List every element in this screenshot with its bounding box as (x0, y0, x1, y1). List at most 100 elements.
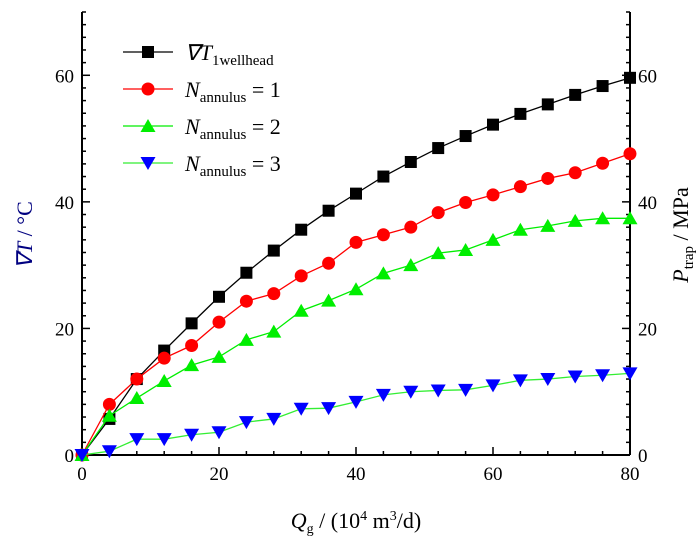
data-point (569, 88, 582, 101)
y-tick-label-right: 40 (638, 193, 657, 214)
data-point (567, 370, 583, 384)
legend-marker (141, 82, 155, 96)
data-point (294, 269, 308, 283)
data-point (541, 171, 555, 185)
data-point (129, 433, 145, 447)
data-point (540, 218, 556, 232)
data-point (74, 449, 90, 462)
data-point (459, 130, 472, 143)
data-point (238, 332, 254, 346)
data-point (485, 232, 501, 246)
x-tick-label: 0 (77, 464, 87, 485)
x-axis-label: Qg / (104 m3/d) (291, 508, 421, 537)
data-point (487, 118, 499, 131)
data-point (211, 349, 227, 363)
legend-entry: Nannulus = 2 (123, 114, 281, 143)
data-point (430, 384, 446, 398)
legend-label: Nannulus = 1 (184, 77, 281, 106)
data-point (293, 402, 309, 416)
legend-marker (140, 119, 156, 132)
data-point (185, 317, 198, 330)
y-tick-label-left: 40 (55, 193, 74, 214)
data-point (184, 358, 200, 372)
data-point (266, 324, 282, 338)
data-point (348, 395, 364, 409)
data-point (375, 266, 391, 280)
data-point (595, 369, 611, 383)
data-point (567, 213, 583, 227)
series-3 (74, 211, 638, 461)
data-point (129, 391, 145, 405)
data-point (432, 142, 445, 155)
y-tick-label-left: 20 (55, 319, 74, 340)
data-point (622, 211, 638, 225)
data-point (458, 383, 474, 397)
series-2 (75, 147, 637, 462)
legend-entry: Nannulus = 1 (123, 77, 281, 106)
data-point (101, 408, 117, 422)
data-point (485, 379, 501, 393)
data-point (377, 170, 390, 183)
plot-area (74, 71, 638, 462)
data-point (458, 242, 474, 256)
data-point (211, 426, 227, 440)
data-point (321, 293, 337, 307)
legend: ∇T1wellhead Nannulus = 1 Nannulus = 2 Nannu… (123, 40, 281, 180)
data-point (185, 339, 199, 353)
y-axis-label-left: ∇T / °C (12, 201, 37, 269)
data-point (293, 303, 309, 317)
data-point (266, 412, 282, 426)
data-point (267, 287, 281, 301)
data-point (349, 235, 363, 249)
y-tick-label-right: 20 (638, 319, 657, 340)
data-point (184, 428, 200, 442)
data-point (101, 445, 117, 459)
y-tick-label-right: 60 (638, 66, 657, 87)
x-tick-label: 20 (210, 464, 229, 485)
data-point (102, 397, 116, 411)
data-point (541, 98, 554, 111)
data-point (622, 367, 638, 381)
y-axis-label-right: Ptrap / MPa (668, 187, 697, 284)
data-point (267, 244, 280, 257)
data-point (624, 71, 636, 84)
legend-entry: Nannulus = 3 (123, 151, 281, 180)
data-point (404, 155, 417, 168)
y-tick-label-left: 60 (55, 66, 74, 87)
data-point (376, 228, 390, 242)
legend-label: ∇T1wellhead (185, 40, 274, 69)
data-point (375, 388, 391, 402)
data-point (514, 107, 527, 120)
data-point (403, 258, 419, 272)
data-point (596, 156, 610, 170)
data-point (156, 373, 172, 387)
data-point (459, 195, 473, 209)
x-tick-label: 80 (621, 464, 640, 485)
data-point (350, 187, 362, 200)
legend-marker (142, 46, 154, 58)
y-tick-label-left: 0 (65, 446, 75, 467)
data-point (540, 373, 556, 387)
series-4 (74, 367, 638, 462)
x-tick-label: 60 (484, 464, 503, 485)
data-point (513, 180, 527, 194)
data-point (486, 188, 500, 202)
legend-marker (140, 157, 156, 170)
data-point (404, 220, 418, 234)
data-point (295, 223, 308, 236)
data-point (403, 385, 419, 399)
data-point (156, 433, 172, 447)
data-point (568, 166, 582, 180)
data-point (157, 351, 171, 365)
legend-label: Nannulus = 2 (184, 114, 281, 143)
data-point (596, 80, 609, 93)
data-point (321, 402, 337, 416)
legend-label: Nannulus = 3 (184, 151, 281, 180)
series-line (81, 217, 630, 456)
data-point (322, 256, 336, 270)
data-point (431, 206, 445, 220)
data-point (512, 222, 528, 236)
data-point (213, 290, 225, 303)
y-tick-label-right: 0 (638, 446, 648, 467)
